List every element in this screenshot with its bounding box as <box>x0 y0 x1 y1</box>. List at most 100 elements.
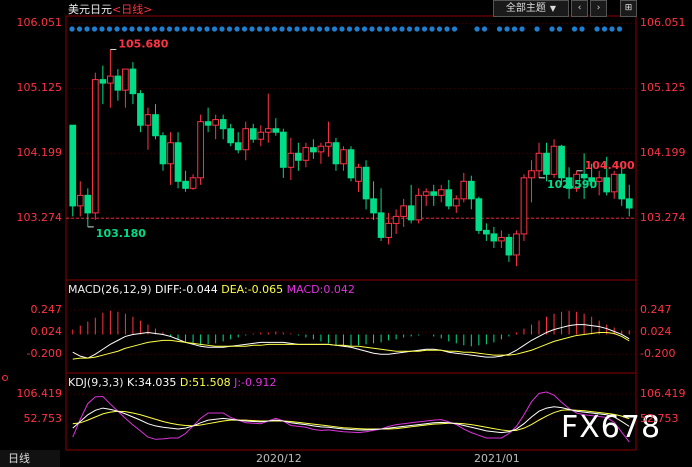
candle-body <box>76 194 84 207</box>
price-annotation: 104.400 <box>585 159 635 172</box>
signal-dot <box>601 26 608 32</box>
signal-dot <box>211 26 218 32</box>
signal-dot <box>556 26 563 32</box>
candle-body <box>122 68 129 91</box>
candle-body <box>415 194 423 221</box>
signal-dot <box>451 26 458 32</box>
candle-body <box>543 152 550 175</box>
candle-body <box>452 198 460 207</box>
macd-tick-label: 0.247 <box>30 303 63 317</box>
price-annotation: 102.590 <box>547 178 597 191</box>
signal-dot <box>534 26 540 32</box>
macd-tick-label: 0.247 <box>640 303 672 317</box>
y-tick-label: 106.051 <box>640 16 686 30</box>
candle-body <box>580 173 588 179</box>
signal-dot <box>84 26 90 32</box>
signal-dot <box>399 26 405 32</box>
signal-dot <box>181 26 188 32</box>
signal-dot <box>511 26 518 32</box>
candle-body <box>272 128 280 133</box>
macd-value-label: MACD:0.042 <box>286 283 355 296</box>
candle-body <box>573 173 580 189</box>
macd-diff-label: DIFF:-0.044 <box>155 283 218 296</box>
signal-dot <box>144 26 150 32</box>
signal-dot <box>76 26 83 32</box>
grid-icon[interactable]: ⊞ <box>620 0 637 17</box>
macd-tick-label: -0.200 <box>640 347 676 361</box>
date-tick: 2021/01 <box>474 452 520 465</box>
signal-dot <box>159 26 165 32</box>
candle-body <box>565 177 573 189</box>
y-tick-label: 104.199 <box>16 146 63 160</box>
candle-body <box>505 236 513 256</box>
signal-dot <box>106 26 113 32</box>
signal-dot <box>594 26 600 32</box>
period-label: <日线> <box>112 3 153 16</box>
signal-dot <box>316 26 323 32</box>
candle-body <box>340 149 347 165</box>
kdj-k-label: K:34.035 <box>127 376 177 389</box>
signal-dot <box>609 26 615 32</box>
symbol-name: 美元日元 <box>68 3 112 16</box>
signal-dot <box>264 26 270 32</box>
candle-body <box>513 233 520 256</box>
candle-body <box>603 177 611 193</box>
signal-dot <box>196 26 203 32</box>
candle-body <box>114 75 122 91</box>
candle-body <box>257 131 265 140</box>
candle-body <box>347 149 355 179</box>
signal-dot <box>549 26 555 32</box>
candle-body <box>84 194 92 214</box>
signal-dot <box>361 26 368 32</box>
signal-dot <box>219 26 225 32</box>
signal-dot <box>324 26 330 32</box>
candle-body <box>362 166 370 200</box>
candle-body <box>174 142 182 182</box>
macd-dea-line <box>72 331 630 360</box>
next-icon[interactable]: › <box>590 0 607 17</box>
candle-body <box>407 205 415 221</box>
signal-dot <box>256 26 263 32</box>
period-tab[interactable]: 日线 <box>0 450 60 467</box>
candle-body <box>279 131 287 168</box>
date-tick: 2020/12 <box>256 452 302 465</box>
candle-body <box>520 177 528 235</box>
signal-dot <box>189 26 195 32</box>
macd-title: MACD(26,12,9) <box>68 283 152 296</box>
watermark: FX678 <box>561 410 662 445</box>
macd-dea-label: DEA:-0.065 <box>221 283 284 296</box>
signal-dot <box>114 26 120 32</box>
signal-dot <box>369 26 375 32</box>
kdj-tick-label: 106.419 <box>16 387 63 400</box>
price-annotation: 105.680 <box>118 37 168 50</box>
prev-icon[interactable]: ‹ <box>571 0 588 17</box>
candle-body <box>249 128 257 140</box>
topic-dropdown-button[interactable]: 全部主题 ▼ <box>493 0 569 17</box>
candle-body <box>107 75 114 84</box>
y-tick-label: 103.274 <box>640 211 686 225</box>
signal-dot <box>436 26 443 32</box>
kdj-j-label: J:-0.912 <box>234 376 277 389</box>
candle-body <box>535 152 543 172</box>
signal-dot <box>421 26 428 32</box>
kdj-d-line <box>72 409 630 432</box>
signal-dot <box>406 26 413 32</box>
candle-body <box>437 189 445 196</box>
candle-body <box>332 142 340 165</box>
signal-dot <box>136 26 143 32</box>
candle-body <box>182 180 189 189</box>
kdj-tick-label: 52.753 <box>640 412 679 425</box>
candle-body <box>99 79 107 84</box>
signal-dot <box>496 26 503 32</box>
signal-dot <box>616 26 623 32</box>
candle-body <box>197 121 204 179</box>
candle-body <box>264 128 272 133</box>
candle-body <box>377 212 385 238</box>
candle-body <box>227 128 235 144</box>
candle-body <box>588 177 595 182</box>
candle-body <box>295 152 302 161</box>
caret-down-icon: ▼ <box>549 4 557 13</box>
candle-body <box>392 215 400 224</box>
signal-dot <box>309 26 315 32</box>
candle-body <box>129 68 137 95</box>
